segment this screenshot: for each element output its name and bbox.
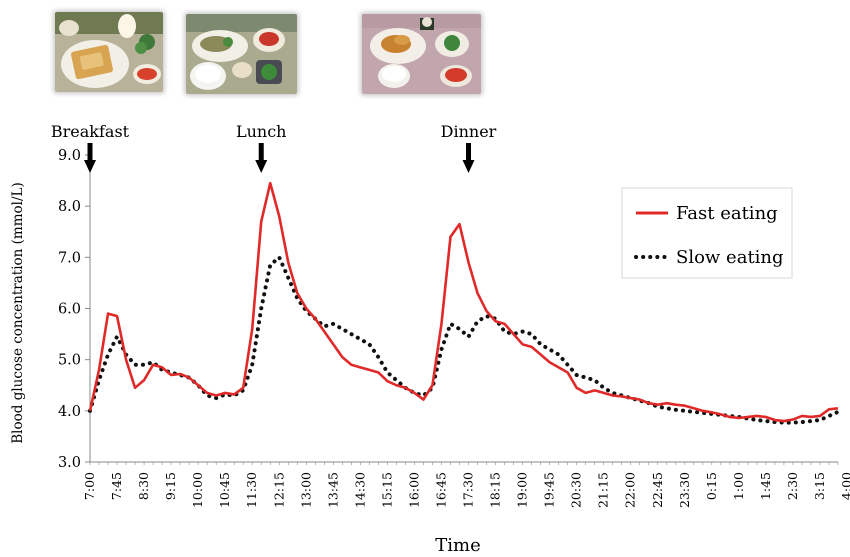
legend-fast-label: Fast eating xyxy=(676,203,778,224)
x-tick-label: 4:00 xyxy=(839,472,850,500)
x-tick-label: 0:15 xyxy=(704,472,719,500)
lunch-photo-image xyxy=(186,14,297,94)
x-tick-label: 20:30 xyxy=(569,472,584,508)
x-tick-label: 13:00 xyxy=(298,472,313,508)
x-tick-label: 11:30 xyxy=(244,472,259,508)
y-tick-label: 6.0 xyxy=(58,302,81,318)
x-tick-label: 1:00 xyxy=(731,472,746,500)
x-tick-label: 23:30 xyxy=(677,472,692,508)
meal-label-dinner: Dinner xyxy=(441,122,497,141)
meal-label-breakfast: Breakfast xyxy=(51,122,130,141)
lunch-arrow-icon xyxy=(255,160,268,173)
x-ticks: 7:00 7:45 8:30 9:15 10:00 10:45 11:30 12:15 13:0… xyxy=(82,462,850,508)
lunch-photo xyxy=(186,14,297,94)
x-tick-label: 12:15 xyxy=(271,472,286,508)
x-tick-label: 18:15 xyxy=(488,472,503,508)
x-tick-label: 2:30 xyxy=(785,472,800,500)
meal-label-lunch: Lunch xyxy=(236,122,287,141)
breakfast-arrow-icon xyxy=(84,160,96,173)
lunch-arrow-shaft xyxy=(258,143,264,162)
x-axis-label: Time xyxy=(435,535,480,556)
x-tick-label: 1:45 xyxy=(758,472,773,500)
y-tick-label: 4.0 xyxy=(58,404,81,420)
fast-eating-line xyxy=(88,181,839,423)
dinner-arrow-shaft xyxy=(466,143,472,162)
breakfast-arrow-shaft xyxy=(87,143,93,162)
x-tick-label: 15:15 xyxy=(379,472,394,508)
y-tick-label: 9.0 xyxy=(58,148,81,164)
slow-eating-line xyxy=(88,254,840,425)
y-tick-label: 3.0 xyxy=(58,455,81,471)
x-tick-label: 14:30 xyxy=(352,472,367,508)
x-tick-label: 9:15 xyxy=(163,472,178,500)
x-tick-label: 22:45 xyxy=(650,472,665,508)
x-tick-label: 10:00 xyxy=(190,472,205,508)
breakfast-photo xyxy=(55,12,163,92)
x-tick-label: 7:45 xyxy=(109,472,124,500)
x-tick-label: 22:00 xyxy=(623,472,638,508)
x-tick-label: 7:00 xyxy=(82,472,97,500)
x-tick-label: 16:45 xyxy=(433,472,448,508)
x-tick-label: 21:15 xyxy=(596,472,611,508)
dinner-arrow-icon xyxy=(462,160,475,173)
x-tick-label: 3:15 xyxy=(812,472,827,500)
x-tick-label: 19:45 xyxy=(542,472,557,508)
y-ticks: 3.0 4.0 5.0 6.0 7.0 8.0 9.0 xyxy=(58,148,90,471)
dinner-photo-image xyxy=(362,14,481,94)
legend: Fast eating Slow eating xyxy=(621,187,793,279)
x-tick-label: 16:00 xyxy=(406,472,421,508)
y-axis-label: Blood glucose concentration (mmol/L) xyxy=(10,182,26,443)
legend-box xyxy=(621,187,793,279)
dinner-photo xyxy=(362,14,481,94)
y-tick-label: 7.0 xyxy=(58,250,81,266)
breakfast-photo-image xyxy=(55,12,163,92)
x-tick-label: 19:00 xyxy=(515,472,530,508)
x-tick-label: 13:45 xyxy=(325,472,340,508)
legend-slow-label: Slow eating xyxy=(676,247,784,268)
x-tick-label: 17:30 xyxy=(461,472,476,508)
meal-markers: Breakfast Lunch Dinner xyxy=(51,122,497,173)
y-tick-label: 5.0 xyxy=(58,353,81,369)
x-tick-label: 10:45 xyxy=(217,472,232,508)
y-tick-label: 8.0 xyxy=(58,199,81,215)
series-lines xyxy=(88,181,840,425)
x-tick-label: 8:30 xyxy=(136,472,151,500)
